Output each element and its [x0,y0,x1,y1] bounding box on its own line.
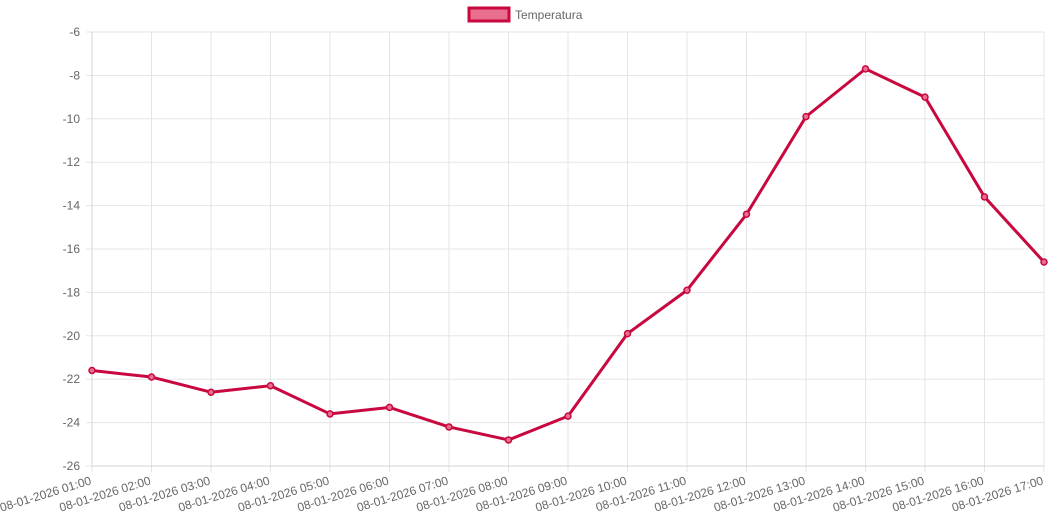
legend[interactable]: Temperatura [467,6,583,23]
y-tick-label: -10 [63,112,81,126]
y-tick-label: -24 [63,416,81,430]
data-point[interactable] [147,373,156,381]
data-point[interactable] [861,65,870,73]
y-tick-label: -12 [63,155,81,169]
y-tick-label: -26 [63,459,81,473]
data-point[interactable] [504,436,513,444]
y-tick-label: -8 [69,68,80,82]
axes: -6-8-10-12-14-16-18-20-22-24-2608-01-202… [0,25,1045,515]
data-point[interactable] [683,286,691,294]
grid [86,31,1045,472]
data-point[interactable] [921,93,929,101]
y-tick-label: -6 [69,25,80,39]
legend-swatch[interactable] [467,6,511,23]
data-point[interactable] [88,366,96,375]
series [88,65,1048,444]
y-tick-label: -20 [63,329,81,343]
legend-label[interactable]: Temperatura [515,8,583,22]
y-tick-label: -14 [63,199,81,213]
data-point[interactable] [1040,258,1048,266]
data-point[interactable] [980,193,989,201]
data-point[interactable] [266,381,275,390]
y-tick-label: -16 [63,242,81,256]
data-point[interactable] [623,329,632,338]
data-point[interactable] [564,412,572,420]
data-point[interactable] [802,112,810,121]
data-point[interactable] [445,423,453,431]
y-tick-label: -22 [63,372,81,386]
data-point[interactable] [326,410,334,418]
data-point[interactable] [742,210,751,219]
data-point[interactable] [385,403,394,412]
y-tick-label: -18 [63,285,81,299]
data-point[interactable] [207,388,215,396]
